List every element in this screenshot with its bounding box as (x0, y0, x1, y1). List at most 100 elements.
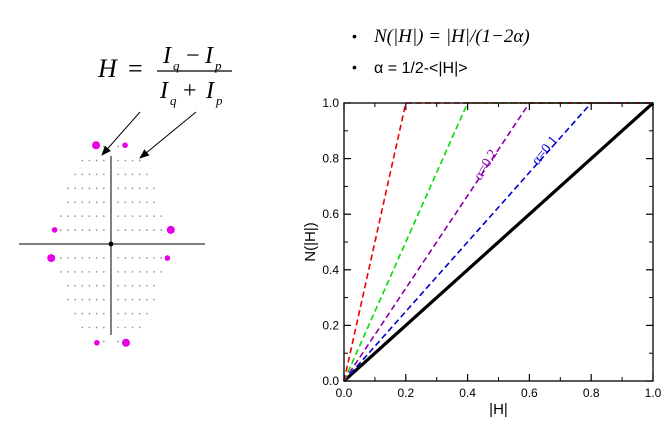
lattice-point (67, 229, 69, 231)
lattice-point (117, 173, 120, 176)
lattice-point (95, 326, 98, 329)
lattice-point (88, 187, 91, 190)
lattice-point (88, 270, 91, 273)
lattice-point (145, 173, 148, 176)
y-tick-label: 0.2 (322, 318, 339, 332)
lattice-point (88, 173, 91, 176)
lattice-point (74, 215, 77, 218)
lattice-point (102, 215, 105, 218)
formula-plus: + (183, 78, 197, 104)
x-tick-label: 0.4 (459, 386, 476, 400)
formula-minus: − (186, 43, 200, 69)
lattice-point (95, 284, 98, 287)
lattice-point (138, 201, 141, 204)
lattice-point (145, 201, 148, 204)
lattice-point (102, 145, 105, 148)
lattice-point (131, 229, 134, 231)
lattice-point (131, 173, 134, 176)
lattice-point (138, 159, 141, 162)
x-tick-label: 0.6 (521, 386, 538, 400)
formula-num-b-sub: p (214, 58, 222, 73)
lattice-point (153, 257, 155, 259)
diffraction-pattern (19, 141, 205, 347)
lattice-point (145, 187, 148, 190)
weak-reflection-spot (122, 142, 128, 149)
lattice-point (67, 270, 69, 273)
origin-spot (108, 241, 114, 247)
lattice-point (81, 201, 84, 204)
lattice-point (124, 312, 127, 315)
alpha-annotation-1: α=0.2 (471, 147, 501, 183)
y-tick-label: 1.0 (322, 96, 339, 110)
lattice-point (81, 298, 84, 301)
lattice-point (117, 187, 120, 190)
lattice-point (117, 145, 120, 148)
lattice-point (95, 270, 98, 273)
strong-reflection-spot (166, 225, 175, 234)
lattice-point (74, 173, 77, 176)
strong-reflection-spot (121, 338, 130, 347)
lattice-point (117, 340, 120, 343)
lattice-point (81, 215, 84, 218)
lattice-point (67, 187, 69, 190)
lattice-point (145, 229, 148, 231)
x-tick-label: 0.0 (336, 386, 353, 400)
lattice-point (81, 284, 84, 287)
y-tick-label: 0.8 (322, 152, 339, 166)
lattice-point (88, 298, 91, 301)
weak-reflection-spot (164, 255, 171, 261)
lattice-point (88, 257, 91, 259)
lattice-point (88, 312, 91, 315)
lattice-point (124, 229, 127, 231)
pointer-arrow-left (101, 111, 141, 156)
lattice-point (124, 326, 127, 329)
lattice-point (95, 298, 98, 301)
series-line-0 (342, 101, 655, 383)
lattice-point (67, 215, 69, 218)
lattice-point (95, 215, 98, 218)
lattice-point (102, 257, 105, 259)
lattice-point (117, 215, 120, 218)
lattice-point (145, 312, 148, 315)
x-tick-label: 1.0 (645, 386, 662, 400)
weak-reflection-spot (51, 227, 58, 233)
lattice-point (153, 201, 155, 204)
formula-den-b-sub: p (215, 93, 223, 108)
lattice-point (138, 284, 141, 287)
lattice-point (131, 257, 134, 259)
weak-reflection-spot (94, 339, 100, 346)
formula: H = I q − I p I q + I p (97, 43, 232, 108)
lattice-point (138, 326, 141, 329)
chart: 0.0 0.2 0.4 0.6 0.8 1.0 0.0 0.2 0.4 0.6 0.8 1.0 |H| N… (302, 96, 662, 418)
lattice-point (124, 159, 127, 162)
lattice-point (153, 270, 155, 273)
lattice-point (131, 298, 134, 301)
lattice-point (88, 284, 91, 287)
pointer-arrow-right (139, 111, 197, 159)
lattice-point (145, 298, 148, 301)
lattice-point (124, 173, 127, 176)
plot-frame (343, 102, 654, 382)
lattice-point (131, 326, 134, 329)
lattice-point (102, 312, 105, 315)
x-axis-label: |H| (489, 401, 508, 418)
lattice-point (59, 229, 62, 231)
lattice-point (81, 229, 84, 231)
lattice-point (138, 270, 141, 273)
alpha-annotation-0: α=0.1 (529, 133, 561, 168)
lattice-point (131, 312, 134, 315)
lattice-point (95, 257, 98, 259)
formula-equals: = (128, 54, 143, 83)
lattice-point (102, 187, 105, 190)
lattice-point (74, 312, 77, 315)
lattice-point (81, 257, 84, 259)
lattice-point (74, 187, 77, 190)
lattice-point (95, 159, 98, 162)
lattice-point (160, 270, 163, 273)
y-tick-label: 0.6 (322, 207, 339, 221)
lattice-point (102, 284, 105, 287)
lattice-point (117, 312, 120, 315)
bullet-marker-1: • (352, 28, 357, 44)
lattice-point (160, 257, 163, 259)
lattice-point (95, 229, 98, 231)
